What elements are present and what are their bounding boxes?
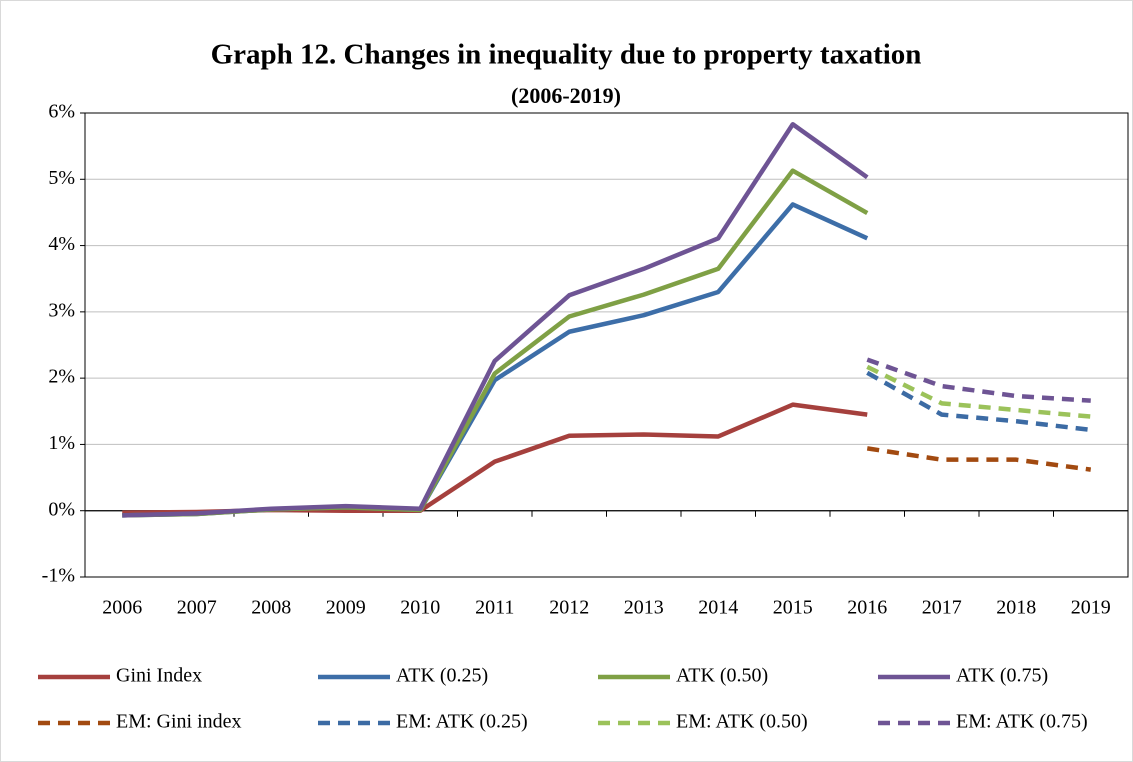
- legend-label: EM: ATK (0.50): [676, 711, 808, 733]
- legend-label: ATK (0.50): [676, 665, 768, 687]
- y-tick-label: 4%: [48, 233, 75, 255]
- x-tick-label: 2019: [1071, 597, 1111, 619]
- chart-subtitle: (2006-2019): [511, 83, 621, 108]
- y-tick-label: 3%: [48, 299, 75, 321]
- y-tick-label: 5%: [48, 167, 75, 189]
- x-tick-label: 2014: [698, 597, 738, 619]
- x-tick-label: 2007: [177, 597, 217, 619]
- y-tick-label: 2%: [48, 366, 75, 388]
- y-tick-label: 6%: [48, 101, 75, 123]
- series-line: [866, 364, 1091, 419]
- legend-label: EM: ATK (0.25): [396, 711, 528, 733]
- series-line: [122, 122, 869, 518]
- x-tick-label: 2016: [847, 597, 887, 619]
- y-tick-label: 1%: [48, 432, 75, 454]
- legend-label: EM: Gini index: [116, 711, 242, 733]
- x-tick-label: 2009: [326, 597, 366, 619]
- x-tick-label: 2018: [996, 597, 1036, 619]
- series-line: [866, 446, 1092, 472]
- x-tick-label: 2006: [102, 597, 142, 619]
- legend-label: ATK (0.25): [396, 665, 488, 687]
- x-tick-label: 2012: [549, 597, 589, 619]
- series-line: [866, 357, 1091, 403]
- x-tick-label: 2011: [475, 597, 514, 619]
- x-tick-label: 2008: [251, 597, 291, 619]
- plot-border: [84, 112, 1129, 578]
- x-tick-label: 2013: [624, 597, 664, 619]
- series-line: [866, 370, 1092, 433]
- y-tick-label: -1%: [42, 565, 75, 587]
- chart-title: Graph 12. Changes in inequality due to p…: [211, 39, 922, 71]
- x-tick-label: 2017: [922, 597, 962, 619]
- legend-label: EM: ATK (0.75): [956, 711, 1088, 733]
- x-tick-label: 2015: [773, 597, 813, 619]
- legend-label: ATK (0.75): [956, 665, 1048, 687]
- x-tick-label: 2010: [400, 597, 440, 619]
- legend-label: Gini Index: [116, 665, 202, 687]
- y-tick-label: 0%: [48, 498, 75, 520]
